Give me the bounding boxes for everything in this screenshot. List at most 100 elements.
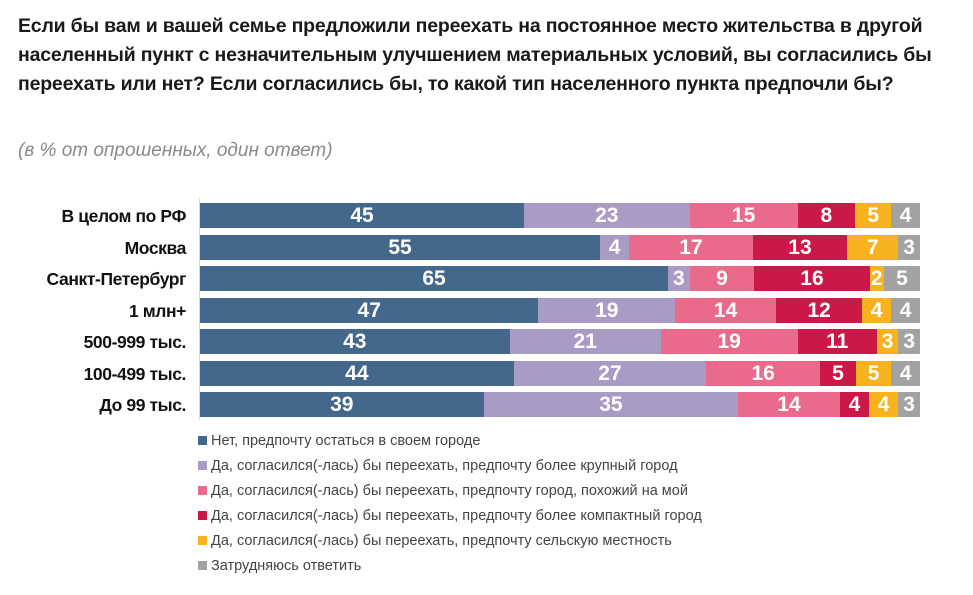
data-label: 14 <box>713 298 738 322</box>
bar-row: 39 35 14 4 4 3 <box>200 392 920 417</box>
chart-title: Если бы вам и вашей семье предложили пер… <box>18 15 932 95</box>
category-label: 500-999 тыс. <box>83 332 187 352</box>
category-label: Санкт-Петербург <box>46 269 187 289</box>
data-label: 39 <box>330 392 354 416</box>
data-label: 23 <box>595 203 619 227</box>
legend-label: Да, согласился(-лась) бы переехать, пред… <box>211 532 672 549</box>
data-label: 3 <box>903 235 915 259</box>
bar-segment: 16 <box>706 361 821 386</box>
bar-segment: 4 <box>891 361 920 386</box>
data-label: 19 <box>717 329 741 353</box>
legend-item: Да, согласился(-лась) бы переехать, пред… <box>198 528 702 553</box>
bar-segment: 14 <box>738 392 840 417</box>
data-label: 5 <box>896 266 908 290</box>
bar-segment: 4 <box>839 392 870 417</box>
bar-segment: 21 <box>509 329 661 354</box>
data-label: 15 <box>731 203 756 227</box>
data-label: 13 <box>788 235 812 259</box>
data-label: 4 <box>870 298 883 322</box>
data-label: 2 <box>870 266 883 290</box>
data-label: 65 <box>422 266 446 290</box>
data-label: 16 <box>751 361 775 385</box>
bar-row: 44 27 16 5 5 4 <box>200 361 920 386</box>
data-label: 47 <box>357 298 381 322</box>
data-label: 19 <box>595 298 619 322</box>
data-label: 14 <box>777 392 801 416</box>
data-label: 8 <box>820 203 833 227</box>
bar-segment: 17 <box>629 235 753 260</box>
bar-segment: 13 <box>752 235 848 260</box>
legend-item: Затрудняюсь ответить <box>198 553 702 578</box>
bar-segment: 11 <box>797 329 877 354</box>
bar-segment: 4 <box>862 298 892 323</box>
data-label: 7 <box>866 235 879 259</box>
category-label: Москва <box>124 238 187 258</box>
data-label: 3 <box>881 329 894 353</box>
bar-segment: 16 <box>754 266 870 291</box>
legend-swatch <box>198 436 207 445</box>
bar-segment: 43 <box>200 329 510 354</box>
legend-swatch <box>198 486 207 495</box>
bar-segment: 47 <box>200 298 539 323</box>
data-label: 4 <box>608 235 621 259</box>
data-label: 43 <box>343 329 367 353</box>
legend-swatch <box>198 561 207 570</box>
legend-item: Нет, предпочту остаться в своем городе <box>198 428 702 453</box>
bar-segment: 19 <box>660 329 798 354</box>
bar-segment: 7 <box>847 235 899 260</box>
legend-label: Затрудняюсь ответить <box>211 557 362 574</box>
bar-segment: 3 <box>898 329 920 354</box>
data-label: 5 <box>867 361 880 385</box>
data-label: 3 <box>903 329 915 353</box>
legend-label: Да, согласился(-лась) бы переехать, пред… <box>211 457 678 474</box>
legend-label: Нет, предпочту остаться в своем городе <box>211 432 481 449</box>
bar-segment: 4 <box>891 298 920 323</box>
bar-segment: 4 <box>891 203 920 228</box>
legend-item: Да, согласился(-лась) бы переехать, пред… <box>198 503 702 528</box>
data-label: 5 <box>832 361 844 385</box>
bar-segment: 3 <box>668 266 690 291</box>
bar-segment: 5 <box>855 361 892 386</box>
category-axis-line <box>199 198 200 420</box>
bar-segment: 12 <box>775 298 863 323</box>
data-label: 35 <box>599 392 623 416</box>
bar-segment: 65 <box>200 266 668 291</box>
bar-row: 43 21 19 11 3 3 <box>200 329 920 354</box>
bar-segment: 9 <box>689 266 755 291</box>
data-label: 45 <box>350 203 374 227</box>
bar-row: 45 23 15 8 5 4 <box>200 203 920 228</box>
chart-subtitle: (в % от опрошенных, один ответ) <box>18 140 333 161</box>
bar-segment: 4 <box>869 392 899 417</box>
data-label: 4 <box>877 392 890 416</box>
data-label: 9 <box>716 266 728 290</box>
data-label: 16 <box>800 266 824 290</box>
data-label: 3 <box>903 392 915 416</box>
bar-segment: 14 <box>675 298 776 323</box>
bar-segment: 15 <box>689 203 798 228</box>
data-label: 4 <box>848 392 861 416</box>
legend-swatch <box>198 536 207 545</box>
legend-swatch <box>198 511 207 520</box>
category-label: В целом по РФ <box>61 206 187 226</box>
bar-segment: 5 <box>883 266 920 291</box>
legend-item: Да, согласился(-лась) бы переехать, пред… <box>198 478 702 503</box>
data-label: 17 <box>679 235 703 259</box>
bar-segment: 55 <box>200 235 600 260</box>
bar-segment: 3 <box>898 235 920 260</box>
legend-label: Да, согласился(-лась) бы переехать, пред… <box>211 482 688 499</box>
bar-row: 55 4 17 13 7 3 <box>200 235 920 260</box>
bar-segment: 8 <box>797 203 856 228</box>
data-label: 5 <box>867 203 880 227</box>
bar-segment: 45 <box>200 203 524 228</box>
data-label: 12 <box>807 298 831 322</box>
data-label: 55 <box>388 235 412 259</box>
bar-segment: 5 <box>820 361 856 386</box>
legend: Нет, предпочту остаться в своем городе Да… <box>198 428 702 578</box>
bar-segment: 4 <box>600 235 630 260</box>
bar-segment: 3 <box>898 392 920 417</box>
data-label: 27 <box>598 361 622 385</box>
category-label: До 99 тыс. <box>99 395 186 415</box>
bar-segment: 35 <box>483 392 739 417</box>
data-label: 3 <box>672 266 685 290</box>
bar-segment: 3 <box>876 329 899 354</box>
